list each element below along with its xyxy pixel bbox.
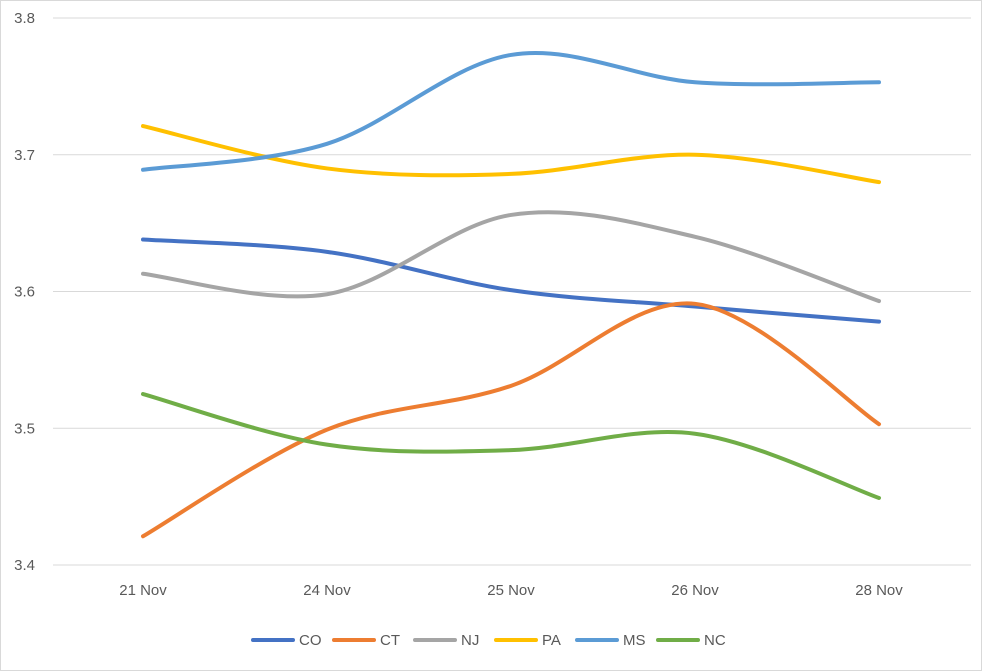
legend-item-nj: NJ (413, 632, 479, 649)
legend-label-nc: NC (704, 632, 726, 649)
legend-label-ms: MS (623, 632, 646, 649)
x-tick-label: 28 Nov (855, 582, 903, 599)
legend-label-nj: NJ (461, 632, 479, 649)
y-tick-label: 3.7 (14, 147, 35, 164)
series-line-pa (141, 124, 881, 185)
series-line-ms (141, 50, 881, 172)
series-line-nj (141, 210, 881, 304)
x-tick-label: 25 Nov (487, 582, 535, 599)
series-line-nc (141, 392, 881, 500)
y-tick-label: 3.5 (14, 420, 35, 437)
legend-item-ct: CT (332, 632, 400, 649)
legend-label-pa: PA (542, 632, 561, 649)
legend-item-co: CO (251, 632, 322, 649)
x-tick-label: 26 Nov (671, 582, 719, 599)
y-tick-label: 3.8 (14, 10, 35, 27)
legend-item-pa: PA (494, 632, 561, 649)
series-line-co (141, 237, 881, 324)
series-lines (141, 50, 881, 539)
legend-label-co: CO (299, 632, 322, 649)
x-tick-label: 21 Nov (119, 582, 167, 599)
y-tick-label: 3.6 (14, 284, 35, 301)
x-axis: 21 Nov 24 Nov 25 Nov 26 Nov 28 Nov (119, 582, 903, 599)
legend: CO CT NJ PA MS NC (251, 632, 726, 649)
legend-item-ms: MS (575, 632, 646, 649)
y-tick-label: 3.4 (14, 557, 35, 574)
x-tick-label: 24 Nov (303, 582, 351, 599)
legend-label-ct: CT (380, 632, 400, 649)
series-line-ct (141, 301, 881, 539)
y-axis: 3.4 3.5 3.6 3.7 3.8 (14, 10, 35, 574)
legend-item-nc: NC (656, 632, 726, 649)
